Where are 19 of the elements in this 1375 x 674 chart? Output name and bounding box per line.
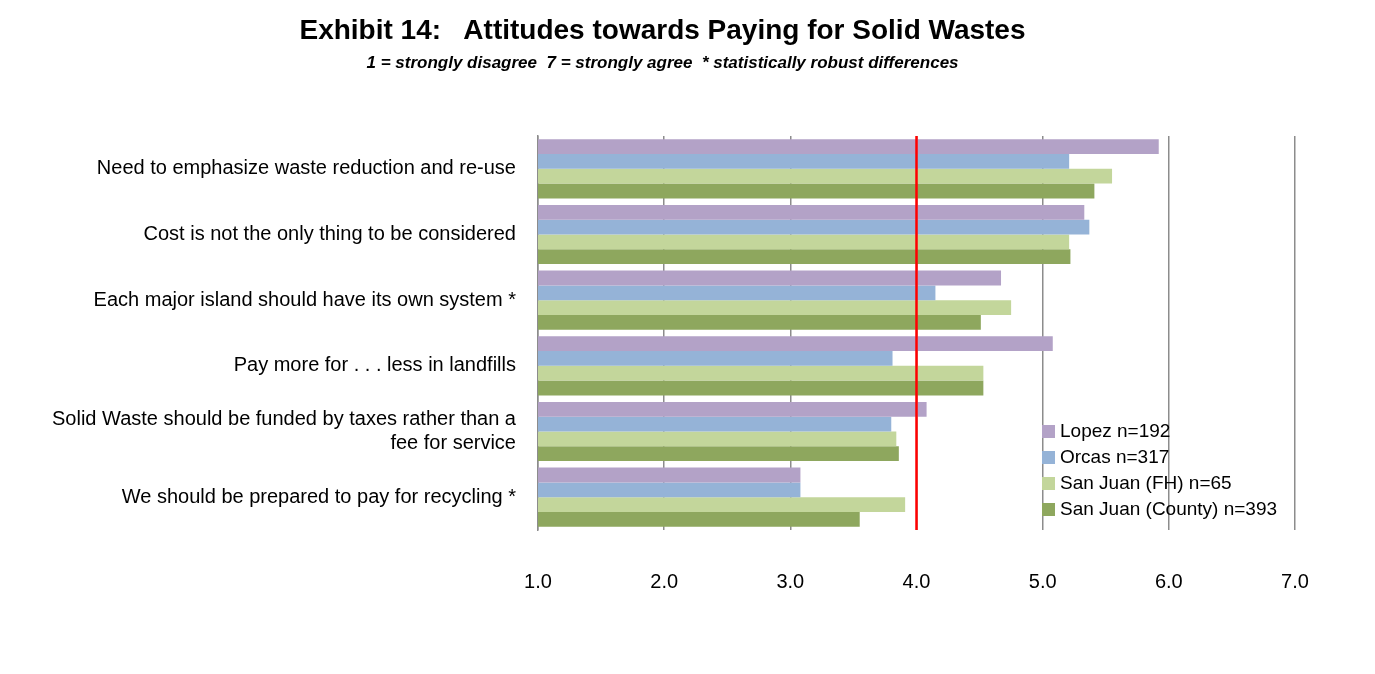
x-tick-label: 6.0 — [1154, 569, 1183, 592]
y-tick-label: Pay more for . . . less in landfills — [233, 353, 516, 376]
chart-title: Exhibit 14: Attitudes towards Paying for Solid Wastes — [299, 13, 1026, 45]
x-tick-label: 4.0 — [902, 569, 931, 592]
x-tick-label: 3.0 — [776, 569, 805, 592]
legend-label: San Juan (FH) n=65 — [1060, 471, 1232, 495]
y-tick-label: Each major island should have its own system * — [93, 287, 517, 310]
y-tick-label: Solid Waste should be funded by taxes rather than a fee for service — [51, 407, 517, 454]
y-tick-label: Cost is not the only thing to be considered — [143, 222, 516, 245]
x-tick-label: 1.0 — [524, 569, 552, 592]
y-tick-label: We should be prepared to pay for recycling * — [121, 484, 517, 507]
legend-label: San Juan (County) n=393 — [1060, 497, 1278, 521]
chart-subtitle: 1 = strongly disagree 7 = strongly agree * statistically robust differences — [366, 53, 959, 73]
legend-label: Orcas n=317 — [1060, 445, 1170, 469]
x-tick-label: 2.0 — [650, 569, 679, 592]
x-tick-label: 7.0 — [1281, 569, 1309, 592]
y-tick-label: Need to emphasize waste reduction and re-use — [96, 156, 516, 179]
legend-label: Lopez n=192 — [1060, 419, 1171, 443]
x-tick-label: 5.0 — [1028, 569, 1057, 592]
